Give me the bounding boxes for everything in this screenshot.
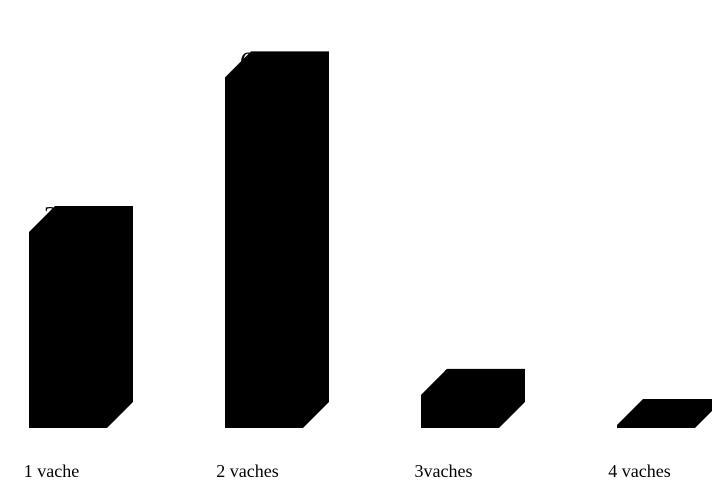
category-label: 2 vaches [216,461,278,481]
bar-shape [617,399,712,428]
bar-shape [421,368,525,428]
bar-2 [225,51,329,428]
category-label: 1 vache [24,461,79,481]
bar-3 [421,368,525,428]
bar-1 [29,206,133,428]
category-label: 4 vaches [608,461,670,481]
data-label: 60.3% [240,47,312,78]
bar-4 [617,399,712,428]
bar-shape [225,51,329,428]
bar-shape [29,206,133,428]
data-label: 5.7% [443,365,501,396]
category-label: 3vaches [415,461,473,481]
data-label: 0.3% [639,395,697,426]
data-label: 33.7% [44,202,116,233]
